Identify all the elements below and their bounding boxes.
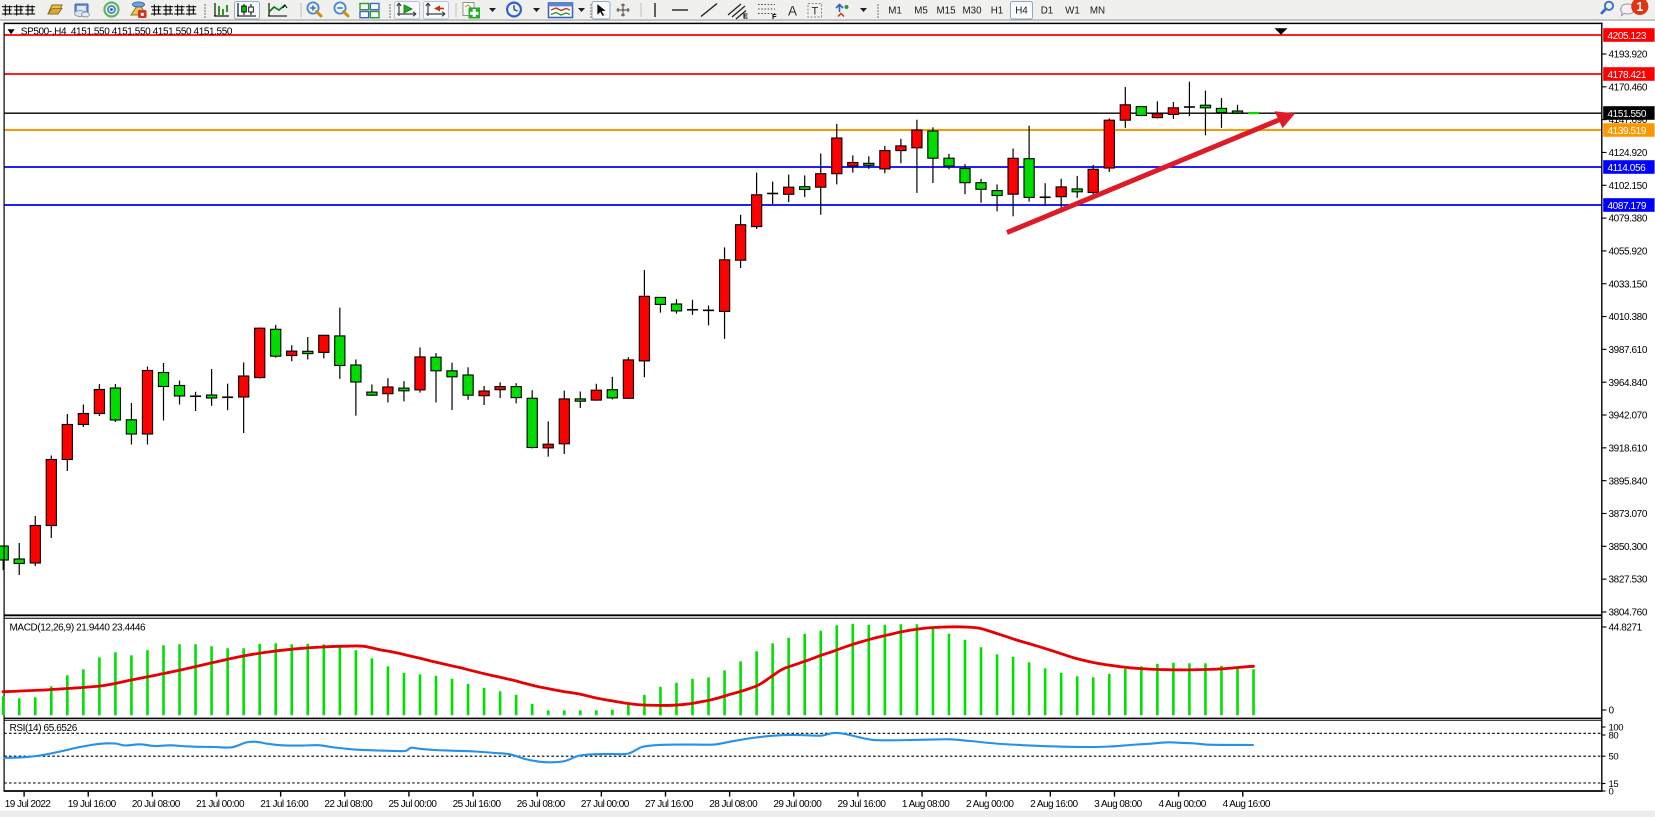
svg-text:3964.840: 3964.840 — [1609, 378, 1648, 389]
svg-text:80: 80 — [1609, 730, 1619, 741]
svg-text:4139.519: 4139.519 — [1608, 126, 1647, 137]
svg-text:19 Jul 2022: 19 Jul 2022 — [5, 799, 52, 810]
svg-text:4205.123: 4205.123 — [1608, 31, 1647, 42]
svg-text:M1: M1 — [888, 6, 902, 17]
svg-text:RSI(14) 65.6526: RSI(14) 65.6526 — [10, 723, 78, 734]
svg-text:21 Jul 16:00: 21 Jul 16:00 — [260, 799, 309, 810]
svg-text:3942.070: 3942.070 — [1609, 411, 1648, 422]
svg-text:SP500-,H4 4151.550 4151.550 4: SP500-,H4 4151.550 4151.550 4151.550 415… — [21, 26, 233, 37]
svg-text:27 Jul 00:00: 27 Jul 00:00 — [581, 799, 630, 810]
svg-text:29 Jul 00:00: 29 Jul 00:00 — [773, 799, 822, 810]
svg-text:4079.380: 4079.380 — [1609, 214, 1648, 225]
svg-text:4151.550: 4151.550 — [1608, 109, 1647, 120]
svg-text:1 Aug 08:00: 1 Aug 08:00 — [902, 799, 950, 810]
svg-text:M30: M30 — [962, 6, 982, 17]
svg-text:27 Jul 16:00: 27 Jul 16:00 — [645, 799, 694, 810]
svg-text:4 Aug 00:00: 4 Aug 00:00 — [1158, 799, 1206, 810]
svg-text:4087.179: 4087.179 — [1608, 201, 1647, 212]
svg-text:2 Aug 00:00: 2 Aug 00:00 — [966, 799, 1014, 810]
svg-text:F: F — [772, 12, 777, 21]
svg-text:H4: H4 — [1015, 6, 1028, 17]
svg-text:26 Jul 08:00: 26 Jul 08:00 — [517, 799, 566, 810]
svg-text:4 Aug 16:00: 4 Aug 16:00 — [1223, 799, 1271, 810]
svg-text:M5: M5 — [914, 6, 928, 17]
svg-text:4033.150: 4033.150 — [1609, 279, 1648, 290]
svg-text:1: 1 — [1636, 0, 1643, 14]
svg-text:29 Jul 16:00: 29 Jul 16:00 — [837, 799, 886, 810]
svg-text:T: T — [812, 6, 819, 18]
svg-text:2 Aug 16:00: 2 Aug 16:00 — [1030, 799, 1078, 810]
svg-text:A: A — [788, 4, 797, 19]
svg-text:4102.150: 4102.150 — [1609, 181, 1648, 192]
svg-text:3 Aug 08:00: 3 Aug 08:00 — [1094, 799, 1142, 810]
svg-text:21 Jul 00:00: 21 Jul 00:00 — [196, 799, 245, 810]
svg-text:19 Jul 16:00: 19 Jul 16:00 — [68, 799, 117, 810]
svg-text:3827.530: 3827.530 — [1609, 575, 1648, 586]
svg-text:4055.920: 4055.920 — [1609, 247, 1648, 258]
svg-text:3918.610: 3918.610 — [1609, 443, 1648, 454]
svg-text:22 Jul 08:00: 22 Jul 08:00 — [324, 799, 373, 810]
svg-text:D1: D1 — [1041, 6, 1054, 17]
svg-text:3873.070: 3873.070 — [1609, 509, 1648, 520]
svg-text:MN: MN — [1090, 6, 1105, 17]
svg-text:W1: W1 — [1065, 6, 1080, 17]
svg-text:MACD(12,26,9) 21.9440 23.4446: MACD(12,26,9) 21.9440 23.4446 — [10, 623, 147, 634]
svg-text:4193.920: 4193.920 — [1609, 50, 1648, 61]
svg-text:H1: H1 — [991, 6, 1004, 17]
svg-text:3895.840: 3895.840 — [1609, 476, 1648, 487]
svg-text:4178.421: 4178.421 — [1608, 70, 1647, 81]
svg-text:4170.460: 4170.460 — [1609, 82, 1648, 93]
svg-text:28 Jul 08:00: 28 Jul 08:00 — [709, 799, 758, 810]
svg-text:50: 50 — [1609, 752, 1619, 763]
svg-text:0: 0 — [1609, 786, 1614, 797]
svg-text:100: 100 — [1609, 722, 1624, 733]
svg-text:3804.760: 3804.760 — [1609, 608, 1648, 619]
svg-text:44.8271: 44.8271 — [1609, 623, 1643, 634]
svg-text:4010.380: 4010.380 — [1609, 312, 1648, 323]
svg-text:4114.056: 4114.056 — [1608, 163, 1647, 174]
svg-text:4147.690: 4147.690 — [1609, 115, 1648, 126]
svg-text:3850.300: 3850.300 — [1609, 542, 1648, 553]
svg-text:25 Jul 16:00: 25 Jul 16:00 — [453, 799, 502, 810]
svg-text:M15: M15 — [936, 6, 956, 17]
svg-text:25 Jul 00:00: 25 Jul 00:00 — [388, 799, 437, 810]
svg-text:E: E — [743, 12, 748, 21]
svg-text:4124.920: 4124.920 — [1609, 148, 1648, 159]
svg-text:3987.610: 3987.610 — [1609, 345, 1648, 356]
svg-text:20 Jul 08:00: 20 Jul 08:00 — [132, 799, 181, 810]
svg-text:0: 0 — [1609, 706, 1615, 717]
svg-text:15: 15 — [1609, 779, 1619, 790]
